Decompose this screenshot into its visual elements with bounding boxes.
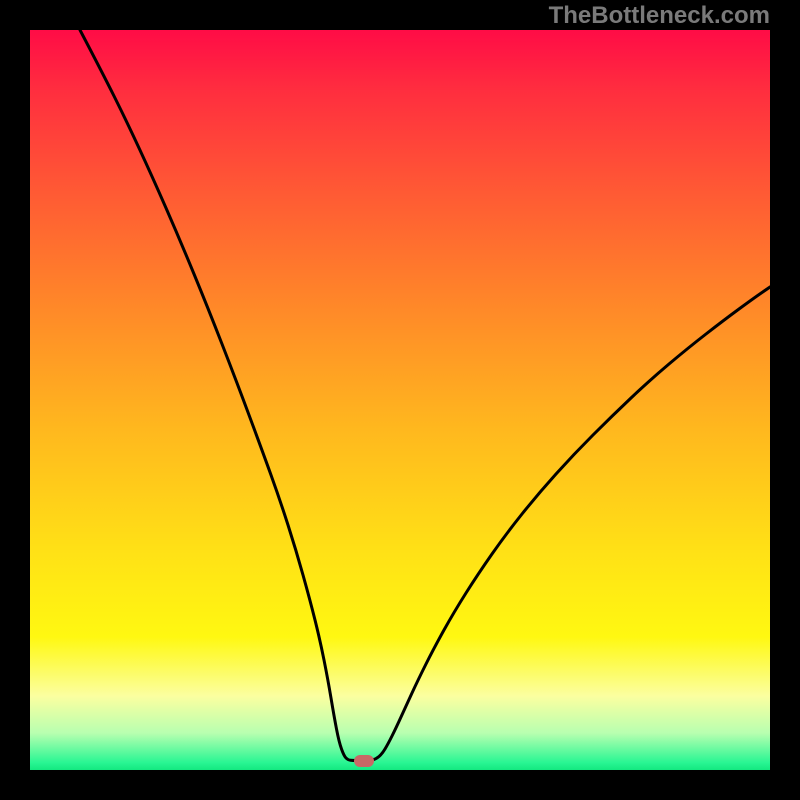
watermark-text: TheBottleneck.com: [549, 2, 770, 30]
plot-area: [30, 30, 770, 770]
bottleneck-curve: [30, 30, 770, 770]
minimum-marker: [354, 755, 374, 767]
chart-frame: TheBottleneck.com: [0, 0, 800, 800]
